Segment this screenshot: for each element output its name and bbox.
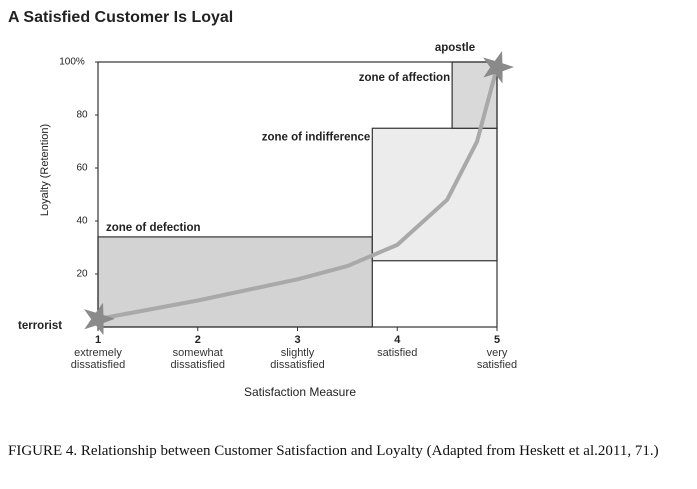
end-star	[483, 51, 514, 84]
y-tick-label: 40	[76, 216, 88, 227]
x-tick-description: somewhat dissatisfied	[170, 347, 225, 371]
y-tick-label: 100%	[59, 57, 85, 68]
y-tick-label: 60	[76, 163, 88, 174]
end-label: apostle	[435, 42, 475, 54]
caption: FIGURE 4. Relationship between Customer …	[8, 443, 659, 459]
zone-label: zone of defection	[106, 222, 201, 234]
loyalty-curve	[96, 65, 499, 322]
x-axis-label: Satisfaction Measure	[244, 385, 356, 399]
x-tick-description: very satisfied	[476, 347, 518, 371]
x-tick-description: extremely dissatisfied	[70, 347, 126, 371]
zone	[97, 236, 373, 328]
x-tick-label: 3	[294, 334, 300, 346]
zone-label: zone of affection	[359, 72, 450, 84]
end-label: terrorist	[18, 320, 62, 332]
end-star	[84, 302, 115, 336]
y-tick-label: 80	[76, 110, 88, 121]
zone-label: zone of indifference	[262, 131, 371, 143]
zone	[371, 127, 498, 262]
y-tick-label: 20	[76, 269, 88, 280]
y-axis-label: Loyalty (Retention)	[39, 124, 51, 216]
x-tick-description: satisfied	[377, 347, 418, 359]
x-tick-label: 1	[95, 334, 101, 346]
x-tick-label: 4	[394, 334, 401, 346]
x-tick-label: 5	[494, 334, 500, 346]
x-tick-label: 2	[195, 334, 201, 346]
chart: A Satisfied Customer Is Loyal Satisfacti…	[8, 9, 514, 399]
x-tick-description: slightly dissatisfied	[270, 347, 325, 371]
chart-title: A Satisfied Customer Is Loyal	[8, 9, 233, 26]
